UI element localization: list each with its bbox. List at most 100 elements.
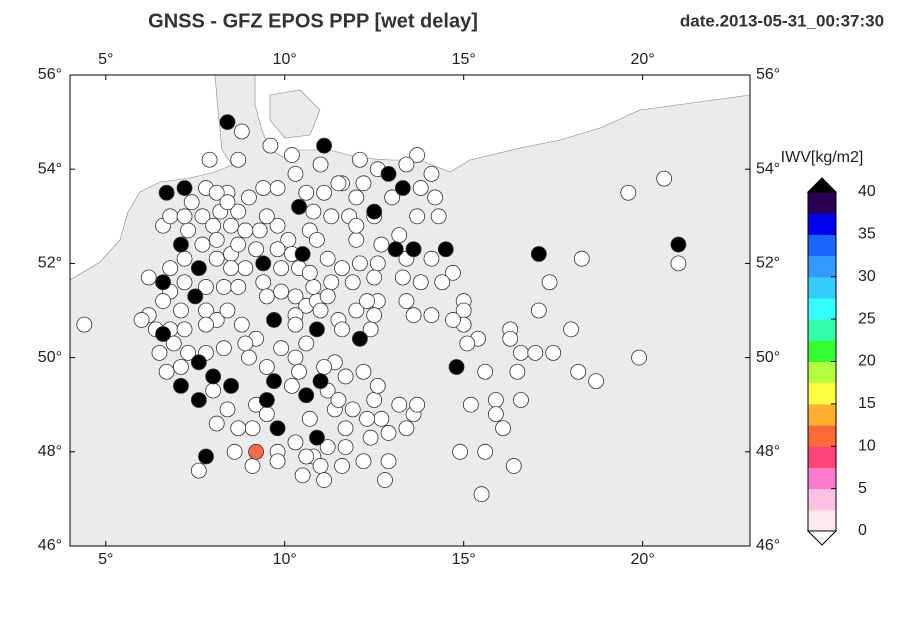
station — [344, 401, 361, 418]
station — [215, 340, 232, 357]
station — [570, 363, 587, 380]
station — [409, 208, 426, 225]
x-tick-label-top: 10° — [273, 51, 297, 68]
station — [348, 231, 365, 248]
station — [230, 279, 247, 295]
colorbar-tick-label: 40 — [858, 183, 876, 200]
station — [173, 302, 189, 319]
station — [251, 222, 268, 239]
station — [241, 349, 257, 366]
station — [287, 316, 304, 333]
station — [165, 335, 182, 352]
station — [319, 439, 336, 455]
station — [355, 363, 372, 380]
station — [208, 231, 225, 248]
station — [334, 260, 350, 277]
station — [334, 321, 350, 338]
station — [298, 448, 315, 465]
station — [230, 420, 247, 437]
station — [155, 293, 171, 309]
station — [269, 420, 286, 437]
station — [155, 274, 171, 291]
y-tick-label-right: 52° — [756, 255, 780, 272]
station — [344, 274, 361, 291]
station — [412, 274, 429, 291]
station — [319, 288, 336, 305]
station — [158, 184, 175, 201]
colorbar-tick-label: 35 — [858, 226, 876, 243]
station — [391, 227, 408, 244]
station — [269, 180, 286, 196]
station — [255, 180, 272, 196]
station — [405, 241, 422, 258]
x-tick-label-bottom: 15° — [452, 551, 476, 568]
station — [208, 250, 225, 267]
colorbar-band — [808, 403, 836, 426]
station — [244, 458, 261, 474]
station — [366, 392, 383, 408]
station — [398, 156, 415, 173]
station — [387, 241, 404, 258]
station — [384, 189, 401, 206]
station — [495, 420, 511, 437]
station — [305, 203, 322, 220]
station — [391, 396, 408, 413]
station — [291, 363, 307, 380]
station — [430, 208, 447, 225]
colorbar-band — [808, 446, 836, 468]
y-tick-label-left: 50° — [38, 349, 62, 366]
station — [312, 373, 329, 390]
station — [563, 321, 579, 338]
x-tick-label-bottom: 5° — [98, 551, 113, 568]
station — [412, 180, 429, 196]
y-tick-label-left: 56° — [38, 66, 62, 83]
station — [76, 316, 93, 333]
station — [505, 458, 522, 474]
station — [362, 429, 379, 446]
station — [273, 260, 290, 277]
station — [273, 283, 290, 300]
station — [366, 203, 383, 220]
station — [269, 453, 286, 470]
station — [194, 236, 211, 253]
station — [477, 443, 494, 460]
station — [205, 382, 222, 399]
colorbar-tick-label: 0 — [858, 522, 867, 539]
station — [258, 406, 275, 423]
station — [373, 236, 390, 253]
colorbar-band — [808, 361, 836, 384]
station — [405, 307, 422, 324]
colorbar-tick-label: 15 — [858, 395, 876, 412]
station — [369, 255, 386, 272]
station — [283, 147, 300, 163]
station — [316, 359, 333, 375]
colorbar-band — [808, 192, 836, 214]
station — [530, 246, 547, 262]
station — [294, 467, 311, 484]
station — [266, 373, 282, 390]
station — [208, 184, 225, 201]
colorbar-label: IWV[kg/m2] — [781, 149, 864, 166]
y-tick-label-left: 54° — [38, 160, 62, 177]
station — [219, 114, 236, 130]
colorbar-band — [808, 319, 836, 341]
station — [266, 312, 282, 328]
station — [287, 166, 304, 182]
station — [190, 354, 207, 371]
station — [337, 368, 354, 385]
station — [588, 373, 605, 390]
station — [205, 217, 222, 234]
station — [351, 151, 368, 168]
station — [258, 392, 275, 408]
station — [162, 260, 179, 277]
station — [198, 279, 214, 295]
station — [373, 410, 390, 427]
station — [448, 359, 465, 375]
colorbar-tick-label: 5 — [858, 480, 867, 497]
colorbar-band — [808, 255, 836, 278]
station — [309, 429, 325, 446]
colorbar-tick-label: 30 — [858, 268, 876, 285]
station — [190, 392, 207, 408]
station — [173, 377, 189, 394]
station — [248, 443, 265, 460]
